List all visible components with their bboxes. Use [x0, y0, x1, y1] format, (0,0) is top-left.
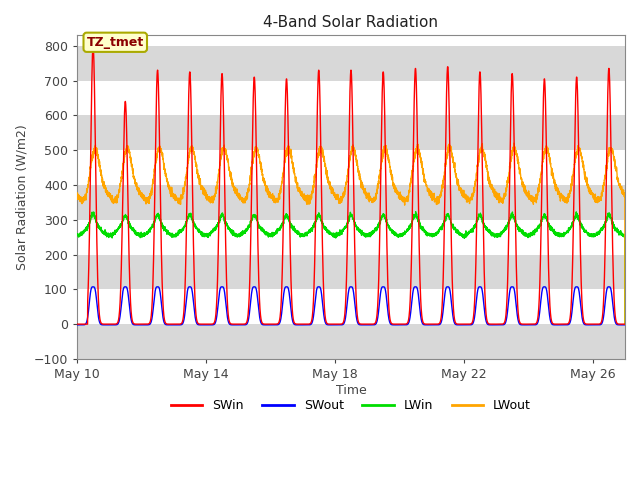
SWin [292, 321, 300, 327]
Bar [77, 185, 625, 220]
SWout [73, 322, 81, 328]
LWout [340, 189, 348, 194]
SWout [276, 319, 284, 325]
LWin [412, 209, 419, 215]
SWout [387, 322, 395, 327]
Line: LWout: LWout [77, 143, 625, 324]
SWin [73, 321, 81, 327]
SWout [340, 319, 348, 324]
SWout [347, 284, 355, 290]
Line: SWin: SWin [77, 46, 625, 324]
LWout [387, 170, 395, 176]
Bar [77, 115, 625, 150]
Title: 4-Band Solar Radiation: 4-Band Solar Radiation [264, 15, 438, 30]
SWin [541, 89, 549, 95]
LWin [541, 214, 549, 219]
LWin [340, 225, 348, 230]
LWout [292, 178, 300, 184]
SWout [541, 284, 549, 290]
Bar [77, 254, 625, 289]
LWout [276, 191, 284, 197]
LWout [347, 153, 355, 159]
SWin [387, 320, 395, 326]
SWin [340, 313, 348, 319]
X-axis label: Time: Time [335, 384, 366, 397]
Text: TZ_tmet: TZ_tmet [86, 36, 144, 49]
SWout [89, 284, 97, 290]
LWin [621, 321, 629, 327]
LWout [621, 321, 629, 327]
SWin [621, 321, 629, 327]
Line: LWin: LWin [77, 212, 625, 324]
SWin [276, 314, 284, 320]
LWin [387, 228, 395, 234]
SWin [347, 70, 355, 75]
LWout [541, 146, 549, 152]
LWin [292, 230, 300, 236]
SWin [89, 43, 97, 48]
Bar [77, 324, 625, 359]
SWout [292, 322, 300, 328]
Legend: SWin, SWout, LWin, LWout: SWin, SWout, LWin, LWout [166, 395, 536, 418]
Bar [77, 46, 625, 81]
LWout [510, 140, 518, 146]
LWin [347, 212, 355, 217]
Line: SWout: SWout [77, 287, 625, 325]
LWin [276, 226, 284, 231]
LWin [73, 232, 81, 238]
Y-axis label: Solar Radiation (W/m2): Solar Radiation (W/m2) [15, 124, 28, 270]
SWout [621, 322, 629, 328]
LWout [73, 193, 81, 199]
